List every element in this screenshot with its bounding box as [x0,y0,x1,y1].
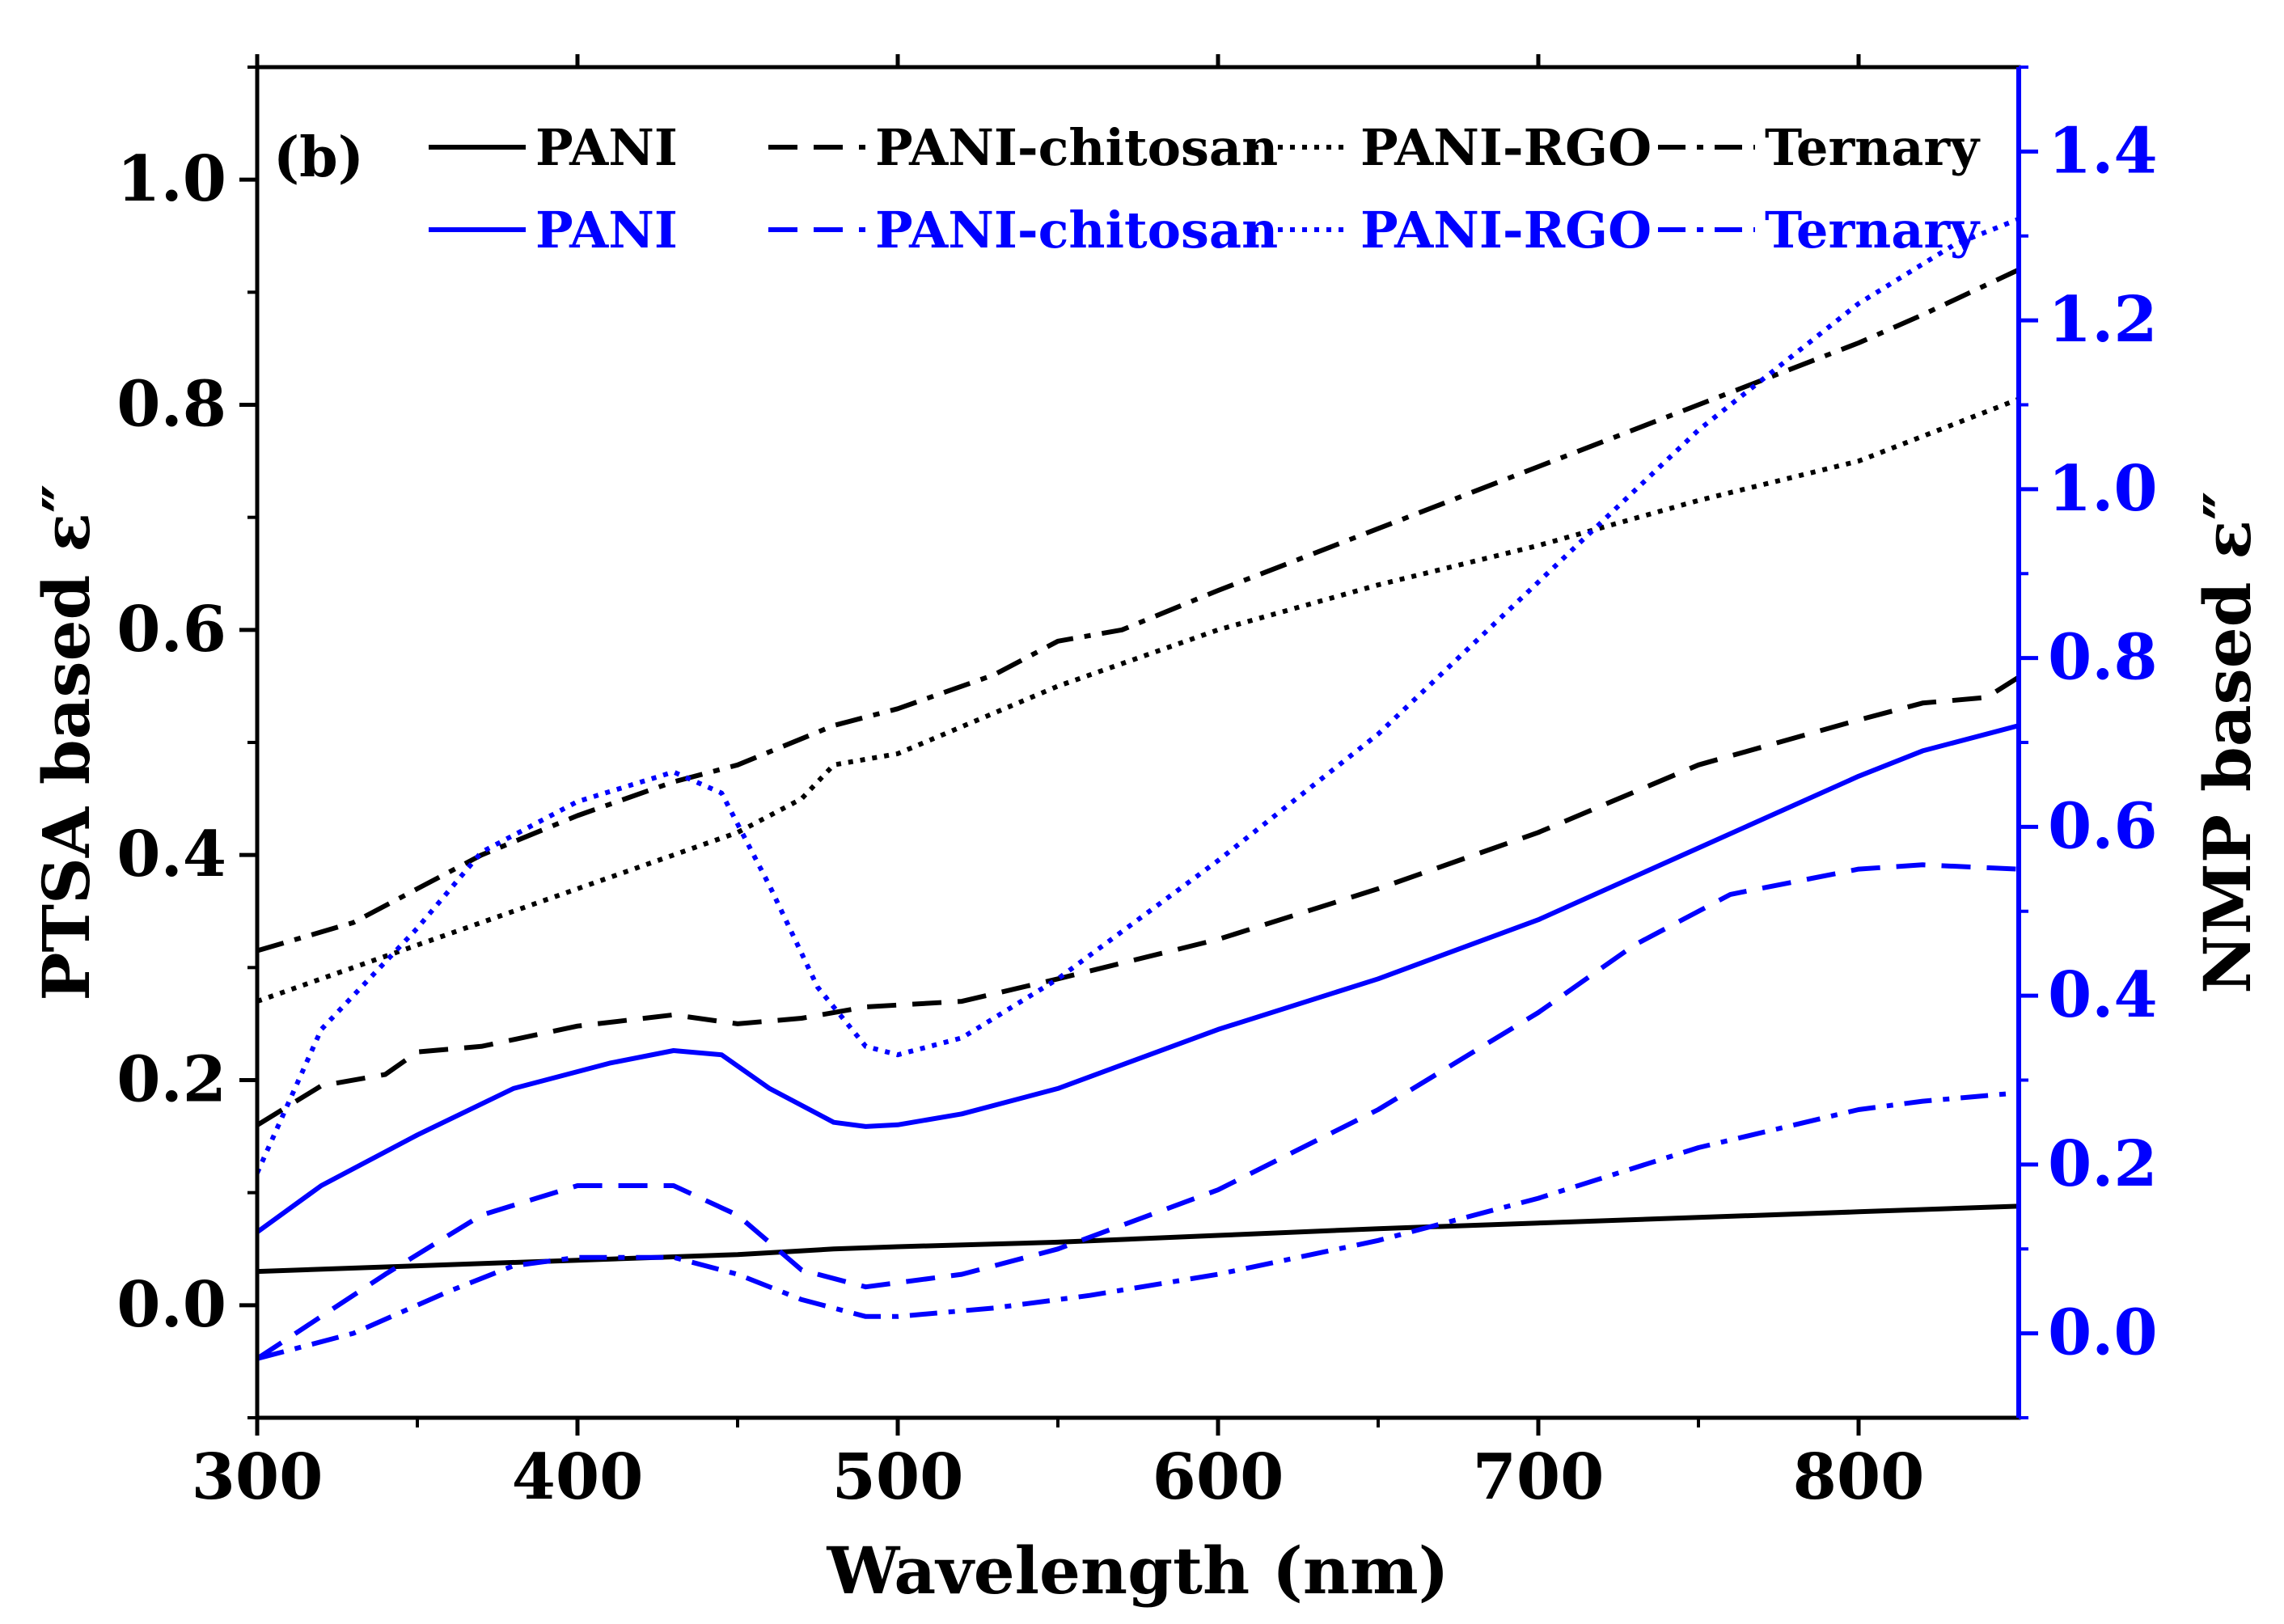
y-right-tick-label: 0.4 [2048,958,2158,1032]
series-layer [257,217,2019,1361]
y-left-tick-label: 0.0 [116,1268,226,1342]
y-left-tick-label: 0.2 [116,1043,226,1117]
y-right-tick-label: 0.2 [2048,1127,2158,1201]
y-axis-right-title: NMP based ε″ [2189,491,2265,994]
y-right-tick-label: 1.2 [2048,283,2158,357]
x-tick-label: 700 [1473,1440,1605,1514]
x-tick-label: 400 [512,1440,644,1514]
series-line-right-ternary [257,1090,2019,1361]
x-tick-label: 500 [832,1440,964,1514]
y-right-tick-label: 0.0 [2048,1296,2158,1370]
x-tick-label: 800 [1793,1440,1925,1514]
y-left-tick-label: 0.8 [116,368,226,442]
legend-label-left-ternary: Ternary [1765,118,1981,177]
y-right-tick-label: 1.4 [2048,114,2158,188]
legend-label-right-pani-chitosan: PANI-chitosan [875,201,1278,260]
series-line-left-pani-chitosan [257,675,2019,1127]
legend-label-left-pani-rgo: PANI-RGO [1360,118,1652,177]
x-axis-title: Wavelength (nm) [827,1533,1449,1609]
y-left-tick-label: 0.6 [116,593,226,666]
panel-label: (b) [273,125,364,190]
x-tick-label: 600 [1153,1440,1284,1514]
legend-label-left-pani: PANI [535,118,678,177]
series-line-left-ternary [257,267,2019,954]
ticks-layer: 300 400 500 600 700 800 0.0 0.2 0.4 0.6 0.8 1.0 0.0 0… [116,54,2158,1514]
legend-label-right-ternary: Ternary [1765,201,1981,260]
series-line-left-pani-rgo [257,396,2019,1004]
series-line-right-pani-rgo [257,217,2019,1174]
legend: PANI PANI-chitosan PANI-RGO Ternary PANI PANI… [429,118,1981,260]
y-left-tick-label: 0.4 [116,818,226,891]
legend-label-right-pani: PANI [535,201,678,260]
series-line-left-pani [257,1203,2019,1275]
y-right-tick-label: 1.0 [2048,452,2158,526]
legend-label-right-pani-rgo: PANI-RGO [1360,201,1652,260]
series-line-right-pani-chitosan [257,862,2019,1361]
series-line-right-pani [257,723,2019,1234]
legend-label-left-pani-chitosan: PANI-chitosan [875,118,1278,177]
y-right-tick-label: 0.6 [2048,789,2158,863]
x-tick-label: 300 [192,1440,324,1514]
y-right-tick-label: 0.8 [2048,621,2158,695]
y-axis-left-title: PTSA based ε″ [28,484,104,1000]
y-left-tick-label: 1.0 [116,142,226,216]
